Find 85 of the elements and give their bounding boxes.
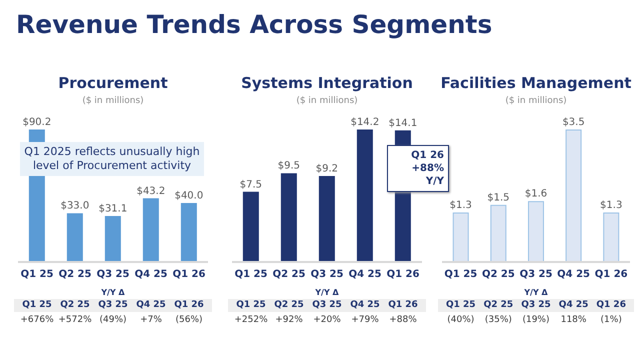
x-tick-label: Q1 26 [594, 269, 628, 280]
x-tick-label: Q1 25 [444, 269, 478, 280]
text: 118% [560, 315, 588, 325]
x-tick-label: Q1 25 [234, 269, 268, 280]
text: (1%) [600, 315, 623, 325]
text: Revenue Trends Across Segments [16, 10, 494, 39]
category-label: Q4 25 [136, 300, 166, 310]
text: Y/Y Δ [523, 288, 549, 297]
annotation: Q1 26 +88% Y/Y [387, 144, 449, 192]
bar [318, 176, 335, 262]
category-label: Q3 25 [312, 300, 342, 310]
x-tick-label: Q4 25 [348, 269, 382, 280]
bar [603, 212, 620, 262]
x-tick-label: Q1 26 [172, 269, 206, 280]
chart-subtitle: ($ in millions) [295, 96, 359, 106]
category-label: Q3 25 [98, 300, 128, 310]
category-label: Q1 25 [236, 300, 266, 310]
x-tick-label: Q2 25 [272, 269, 306, 280]
text: (56%) [174, 315, 204, 325]
data-label: $1.3 [600, 200, 622, 211]
bar [528, 201, 544, 262]
data-label: $9.2 [316, 163, 338, 174]
x-tick-label: Q2 25 [482, 269, 515, 280]
data-label: $9.5 [278, 160, 300, 172]
data-label: $90.2 [22, 117, 52, 128]
data-label: $33.0 [60, 200, 90, 212]
bar [66, 213, 83, 262]
bar [566, 130, 582, 262]
text: (40%) [446, 315, 476, 325]
bar [242, 192, 259, 262]
category-label: Q1 25 [22, 300, 52, 310]
text: (35%) [484, 315, 513, 325]
x-tick-label: Q2 25 [58, 269, 92, 280]
data-label: $14.1 [388, 118, 418, 129]
text: Y/Y Δ [100, 288, 126, 297]
text: +7% [139, 315, 163, 325]
x-tick-label: Q4 25 [557, 269, 590, 280]
x-tick-label: Q3 25 [96, 269, 130, 280]
bar [452, 212, 469, 262]
x-tick-label: Q1 25 [20, 269, 54, 280]
category-label: Q2 25 [484, 300, 514, 310]
text: +88% [388, 315, 418, 325]
data-label: $31.1 [98, 203, 128, 214]
category-label: Q1 26 [174, 300, 204, 310]
x-tick-label: Q4 25 [134, 269, 168, 280]
x-tick-label: Q3 25 [310, 269, 344, 280]
category-label: Q2 25 [274, 300, 304, 310]
bar [356, 130, 373, 262]
text: +92% [274, 315, 304, 325]
bar [104, 216, 121, 262]
data-label: $40.0 [174, 190, 204, 202]
category-label: Q1 25 [446, 300, 476, 310]
data-label: $1.3 [450, 200, 472, 211]
category-label: Q1 26 [596, 300, 626, 310]
data-label: $1.5 [487, 192, 510, 204]
text: +252% [233, 315, 269, 325]
chart-title: Facilities Management [440, 74, 632, 92]
category-label: Q4 25 [558, 300, 588, 310]
data-label: $7.5 [240, 179, 262, 190]
bar [142, 198, 159, 262]
chart-subtitle: ($ in millions) [81, 96, 145, 106]
data-label: $14.2 [350, 117, 380, 128]
data-label: $1.6 [524, 188, 548, 200]
category-label: Q2 25 [60, 300, 90, 310]
text: +676% [19, 315, 55, 325]
category-label: Q1 26 [388, 300, 418, 310]
category-label: Q4 25 [350, 300, 380, 310]
text: (19%) [521, 315, 550, 325]
annotation: Q1 2025 reflects unusually high level of Procurement activity [20, 142, 204, 176]
category-label: Q3 25 [521, 300, 551, 310]
text: Y/Y Δ [314, 288, 340, 297]
data-label: $43.2 [136, 186, 166, 197]
text: +572% [57, 315, 93, 325]
chart-title: Procurement [57, 74, 169, 92]
bar [490, 204, 506, 262]
chart-subtitle: ($ in millions) [504, 96, 568, 106]
x-tick-label: Q1 26 [386, 269, 420, 280]
text: +20% [312, 315, 342, 325]
data-label: $3.5 [562, 117, 585, 128]
text: +79% [350, 315, 380, 325]
chart-title: Systems Integration [240, 74, 414, 92]
bar [280, 173, 297, 262]
x-tick-label: Q3 25 [520, 269, 552, 280]
bar [180, 202, 197, 262]
text: (49%) [98, 315, 128, 325]
